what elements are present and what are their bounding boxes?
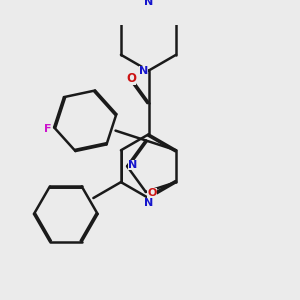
Text: N: N — [144, 0, 153, 7]
Text: N: N — [128, 160, 138, 170]
Text: N: N — [139, 66, 148, 76]
Text: O: O — [126, 72, 136, 85]
Text: N: N — [144, 198, 154, 208]
Text: F: F — [44, 124, 52, 134]
Text: O: O — [147, 188, 157, 198]
